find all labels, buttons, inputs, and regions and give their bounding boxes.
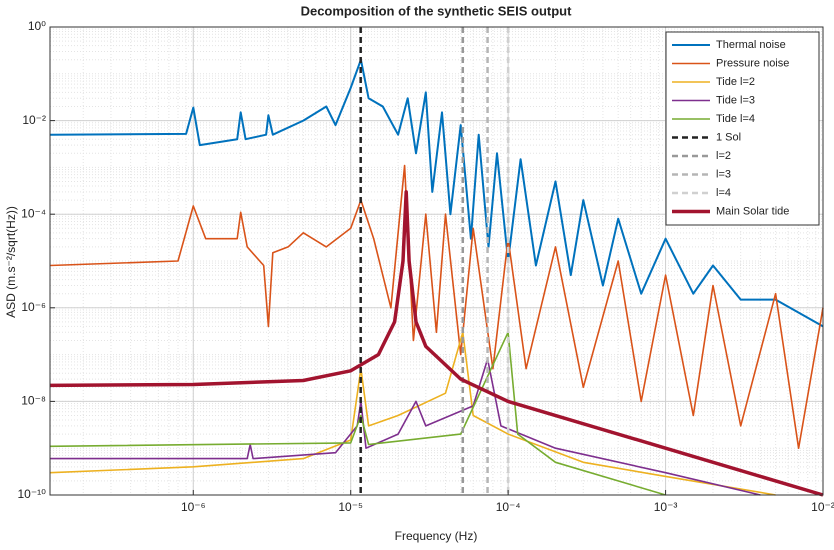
legend-label: Tide l=2 [716,76,755,88]
legend-label: l=3 [716,168,731,180]
y-tick-label: 10⁰ [28,19,46,33]
legend-label: Tide l=3 [716,94,755,106]
legend-label: Thermal noise [716,39,786,51]
legend-label: l=2 [716,150,731,162]
legend-label: l=4 [716,187,731,199]
y-tick-label: 10⁻⁴ [21,206,46,220]
plot-area [49,27,824,497]
legend-label: Main Solar tide [716,205,789,217]
series-line [49,190,824,497]
y-tick-label: 10⁻¹⁰ [18,487,47,501]
legend: Thermal noise Pressure noise Tide l=2 Tide … [665,31,820,226]
x-tick-label: 10⁻⁶ [181,500,206,514]
y-axis-label: ASD (m.s⁻²/sqrt(Hz)) [4,206,18,318]
series-line [49,58,824,328]
x-axis-label: Frequency (Hz) [395,529,478,543]
x-tick-label: 10⁻⁵ [338,500,363,514]
y-tick-label: 10⁻⁸ [21,394,46,408]
y-tick-label: 10⁻² [22,113,46,127]
series-line [49,331,776,496]
x-tick-label: 10⁻² [811,500,834,514]
legend-label: 1 Sol [716,131,741,143]
series-line [49,164,824,449]
axes-box [49,26,824,496]
x-tick-label: 10⁻³ [654,500,678,514]
legend-label: Tide l=4 [716,113,755,125]
legend-label: Pressure noise [716,57,789,69]
chart-title: Decomposition of the synthetic SEIS outp… [301,3,573,18]
series-line [50,358,761,496]
ticks: 10⁻⁶ 10⁻⁵ 10⁻⁴ 10⁻³ 10⁻² 10⁻¹⁰ 10⁻⁸ 10⁻⁶ 10⁻⁴ 10⁻… [18,19,834,514]
x-tick-label: 10⁻⁴ [496,500,521,514]
y-tick-label: 10⁻⁶ [21,300,46,314]
series-line [49,331,666,496]
